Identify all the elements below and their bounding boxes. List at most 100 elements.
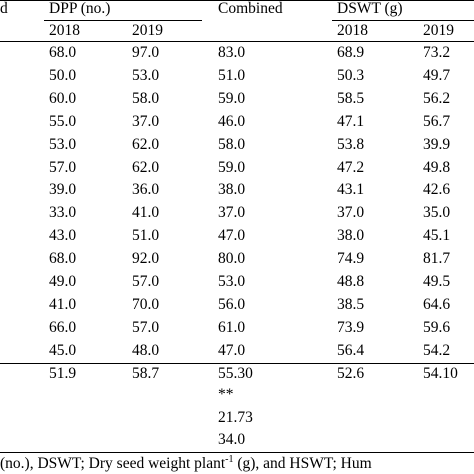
cell-dswt-2018: 68.9	[337, 44, 365, 61]
cell-dswt-2018: 43.1	[337, 181, 365, 199]
cell-dswt-2019: 49.7	[423, 66, 451, 84]
cell-dpp-2018: 53.0	[49, 135, 77, 153]
cell-dpp-2019: 70.0	[132, 295, 160, 313]
cell-dswt-2018: 38.0	[337, 227, 365, 245]
table-row: 33.0 41.0 37.0 37.0 35.0	[0, 202, 474, 225]
cell-combined: 47.0	[218, 341, 246, 359]
cell-dpp-2018: 66.0	[49, 318, 77, 336]
cell-dpp-2019: 41.0	[132, 204, 160, 222]
cell-combined: 53.0	[218, 273, 246, 290]
cell-dpp-2018: 49.0	[49, 273, 77, 290]
cell-dpp-2019: 36.0	[132, 181, 160, 199]
stat-value-1: 21.73	[218, 409, 253, 426]
cell-dpp-2018: 68.0	[49, 44, 77, 61]
table-row: 66.0 57.0 61.0 73.9 59.6	[0, 317, 474, 340]
cell-combined: 47.0	[218, 227, 246, 245]
cell-dpp-2018: 57.0	[49, 158, 77, 176]
table-row: 53.0 62.0 58.0 53.8 39.9	[0, 134, 474, 157]
cell-dpp-2018: 55.0	[49, 112, 77, 130]
mean-row: 51.9 58.7 55.30 52.6 54.10	[0, 363, 474, 386]
mean-dswt-2018: 52.6	[337, 365, 365, 382]
bottom-rule	[0, 452, 474, 453]
cell-dswt-2019: 64.6	[423, 295, 451, 313]
cell-dswt-2019: 42.6	[423, 181, 451, 199]
year-dswt-2019: 2019	[423, 22, 454, 39]
dpp-group-rule	[44, 20, 202, 21]
table-row: 68.0 92.0 80.0 74.9 81.7	[0, 248, 474, 271]
cell-dpp-2019: 37.0	[132, 112, 160, 130]
table-row: 68.0 97.0 83.0 68.9 73.2	[0, 42, 474, 65]
cell-combined: 51.0	[218, 66, 246, 84]
cell-dswt-2018: 37.0	[337, 204, 365, 222]
cell-dpp-2018: 68.0	[49, 250, 77, 268]
header-fragment: d	[0, 0, 8, 17]
cell-dswt-2019: 45.1	[423, 227, 451, 245]
table-row: 50.0 53.0 51.0 50.3 49.7	[0, 65, 474, 88]
year-dpp-2018: 2018	[49, 22, 80, 39]
cell-dswt-2018: 73.9	[337, 318, 365, 336]
cell-dswt-2018: 47.1	[337, 112, 365, 130]
year-dpp-2019: 2019	[132, 22, 163, 39]
mean-combined: 55.30	[218, 365, 253, 382]
cell-dpp-2019: 57.0	[132, 273, 160, 290]
cell-dpp-2018: 60.0	[49, 89, 77, 107]
cell-combined: 83.0	[218, 44, 246, 61]
cell-dpp-2018: 43.0	[49, 227, 77, 245]
cell-dswt-2019: 56.2	[423, 89, 451, 107]
cell-dswt-2019: 49.8	[423, 158, 451, 176]
dswt-group-rule	[332, 20, 474, 21]
cell-dswt-2018: 50.3	[337, 66, 365, 84]
table-row: 57.0 62.0 59.0 47.2 49.8	[0, 157, 474, 180]
cell-combined: 46.0	[218, 112, 246, 130]
cell-dswt-2019: 56.7	[423, 112, 451, 130]
table-row: 45.0 48.0 47.0 56.4 54.2	[0, 340, 474, 363]
mean-dpp-2018: 51.9	[49, 365, 77, 382]
header-combined: Combined	[218, 0, 283, 17]
cell-dswt-2019: 35.0	[423, 204, 451, 222]
cell-dpp-2019: 92.0	[132, 250, 160, 268]
footnote-superscript: -1	[225, 454, 234, 465]
cell-dpp-2018: 50.0	[49, 66, 77, 84]
footnote: (no.), DSWT; Dry seed weight plant-1 (g)…	[0, 455, 372, 473]
header-dpp: DPP (no.)	[49, 0, 111, 17]
cell-dpp-2018: 41.0	[49, 295, 77, 313]
cell-dpp-2019: 51.0	[132, 227, 160, 245]
year-dswt-2018: 2018	[337, 22, 368, 39]
table-row: 41.0 70.0 56.0 38.5 64.6	[0, 294, 474, 317]
mean-top-rule	[0, 363, 474, 364]
cell-dpp-2019: 62.0	[132, 135, 160, 153]
cell-dpp-2018: 39.0	[49, 181, 77, 199]
cell-dswt-2018: 48.8	[337, 273, 365, 290]
cell-dpp-2019: 97.0	[132, 44, 160, 61]
mean-dpp-2019: 58.7	[132, 365, 160, 382]
table-row: 60.0 58.0 59.0 58.5 56.2	[0, 88, 474, 111]
cell-dpp-2019: 62.0	[132, 158, 160, 176]
header-dswt: DSWT (g)	[337, 0, 403, 17]
cell-dswt-2019: 54.2	[423, 341, 451, 359]
cell-combined: 61.0	[218, 318, 246, 336]
cell-dpp-2019: 58.0	[132, 89, 160, 107]
cell-dswt-2018: 74.9	[337, 250, 365, 268]
cell-dpp-2018: 45.0	[49, 341, 77, 359]
stat-value-2: 34.0	[218, 431, 246, 448]
table-row: 49.0 57.0 53.0 48.8 49.5	[0, 271, 474, 294]
mean-dswt-2019: 54.10	[423, 365, 458, 382]
cell-dswt-2019: 73.2	[423, 44, 451, 61]
cell-combined: 58.0	[218, 135, 246, 153]
significance-marker: **	[218, 386, 234, 403]
cell-dswt-2018: 53.8	[337, 135, 365, 153]
cell-combined: 56.0	[218, 295, 246, 313]
cell-dswt-2019: 39.9	[423, 135, 451, 153]
cell-dpp-2019: 53.0	[132, 66, 160, 84]
cell-dswt-2019: 81.7	[423, 250, 451, 268]
footnote-text-1: (no.), DSWT; Dry seed weight plant	[0, 455, 226, 472]
table-row: 55.0 37.0 46.0 47.1 56.7	[0, 111, 474, 134]
header-bottom-rule	[0, 41, 474, 42]
footnote-text-2: (g), and HSWT; Hum	[233, 455, 372, 472]
cell-combined: 37.0	[218, 204, 246, 222]
cell-dpp-2019: 57.0	[132, 318, 160, 336]
cell-combined: 59.0	[218, 158, 246, 176]
cell-combined: 80.0	[218, 250, 246, 268]
cell-combined: 38.0	[218, 181, 246, 199]
cell-dswt-2019: 59.6	[423, 318, 451, 336]
